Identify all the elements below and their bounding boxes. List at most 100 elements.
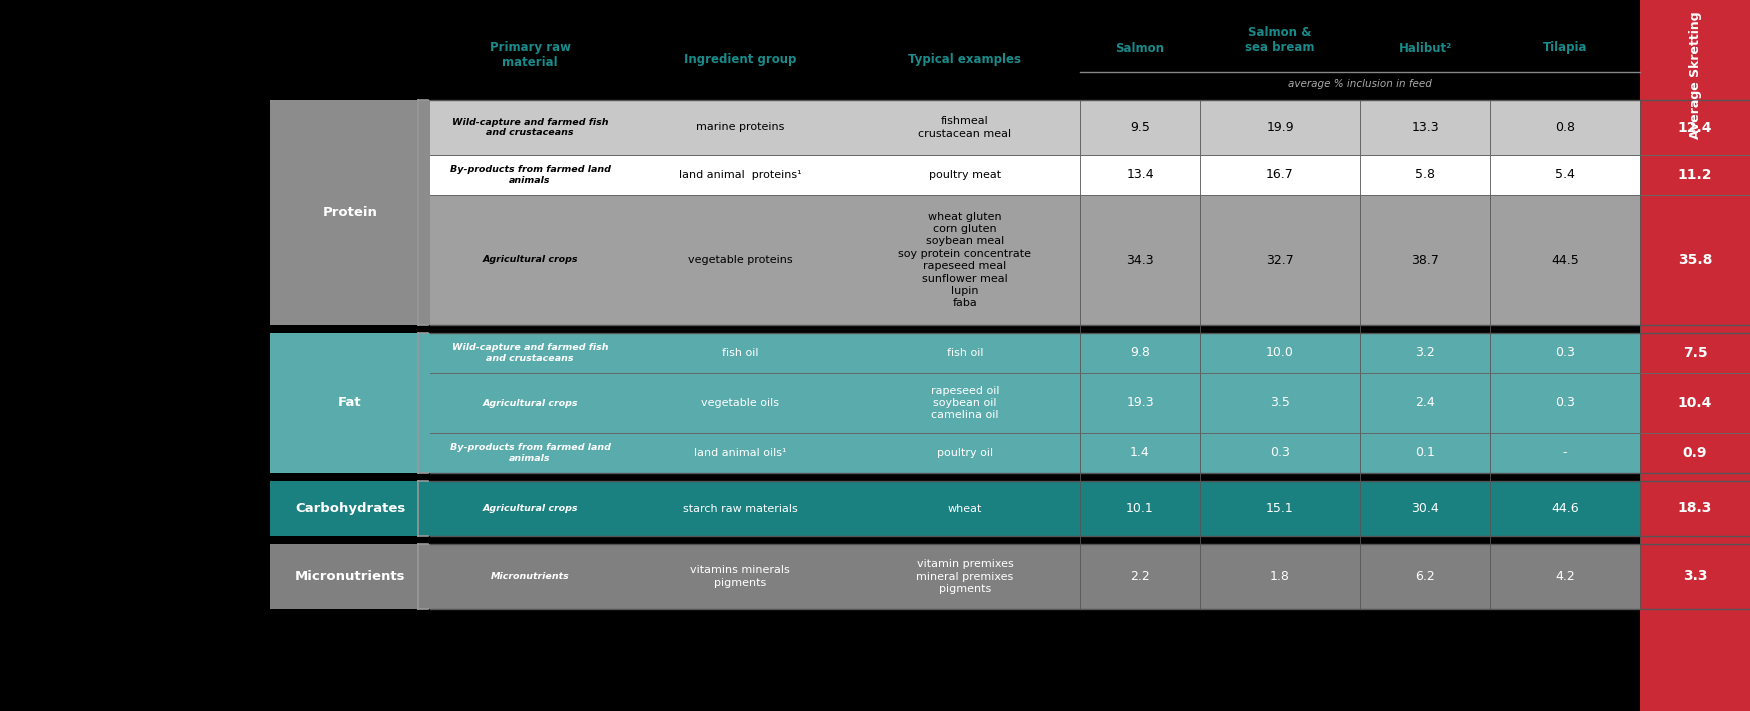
Text: 16.7: 16.7: [1267, 169, 1293, 181]
Bar: [850, 481, 1080, 536]
Bar: [1080, 100, 1200, 155]
Bar: [850, 433, 1080, 473]
Bar: [1489, 544, 1640, 609]
Text: poultry meat: poultry meat: [929, 170, 1001, 180]
Bar: [430, 481, 630, 536]
Bar: [630, 333, 850, 373]
Bar: [430, 100, 630, 155]
Bar: [1360, 155, 1489, 195]
Text: marine proteins: marine proteins: [696, 122, 784, 132]
Text: 44.6: 44.6: [1550, 502, 1578, 515]
Text: land animal oils¹: land animal oils¹: [693, 448, 786, 458]
Text: starch raw materials: starch raw materials: [682, 503, 798, 513]
Text: 9.8: 9.8: [1130, 346, 1150, 360]
Bar: [1360, 333, 1489, 373]
Bar: [1080, 433, 1200, 473]
Bar: [1360, 373, 1489, 433]
Bar: [1200, 100, 1360, 155]
Bar: [1640, 100, 1750, 155]
Bar: [630, 155, 850, 195]
Text: Salmon &
sea bream: Salmon & sea bream: [1246, 26, 1314, 54]
Text: By-products from farmed land
animals: By-products from farmed land animals: [450, 165, 611, 185]
Text: 9.5: 9.5: [1130, 121, 1150, 134]
Text: 6.2: 6.2: [1416, 570, 1435, 583]
Text: 3.3: 3.3: [1684, 570, 1708, 584]
Text: 15.1: 15.1: [1267, 502, 1293, 515]
Bar: [1489, 195, 1640, 325]
Text: 19.3: 19.3: [1127, 397, 1153, 410]
Text: wheat gluten
corn gluten
soybean meal
soy protein concentrate
rapeseed meal
sunf: wheat gluten corn gluten soybean meal so…: [898, 212, 1031, 309]
Text: 32.7: 32.7: [1267, 254, 1293, 267]
Bar: [1080, 333, 1200, 373]
Text: Protein: Protein: [322, 206, 378, 219]
Text: 4.2: 4.2: [1556, 570, 1575, 583]
Text: 1.4: 1.4: [1130, 447, 1150, 459]
Bar: [630, 195, 850, 325]
Text: 10.1: 10.1: [1127, 502, 1153, 515]
Bar: [430, 195, 630, 325]
Bar: [850, 373, 1080, 433]
Text: Wild-capture and farmed fish
and crustaceans: Wild-capture and farmed fish and crustac…: [452, 343, 609, 363]
Text: Halibut²: Halibut²: [1398, 41, 1452, 55]
Text: fish oil: fish oil: [947, 348, 984, 358]
Bar: [1200, 433, 1360, 473]
Bar: [270, 100, 430, 325]
Bar: [1080, 373, 1200, 433]
Bar: [630, 544, 850, 609]
Text: land animal  proteins¹: land animal proteins¹: [679, 170, 802, 180]
Bar: [630, 100, 850, 155]
Bar: [1200, 373, 1360, 433]
Bar: [1200, 333, 1360, 373]
Text: Fat: Fat: [338, 397, 362, 410]
Bar: [850, 544, 1080, 609]
Bar: [430, 333, 630, 373]
Text: Micronutrients: Micronutrients: [490, 572, 569, 581]
Text: fish oil: fish oil: [721, 348, 758, 358]
Bar: [1360, 433, 1489, 473]
Bar: [430, 155, 630, 195]
Bar: [1080, 155, 1200, 195]
Text: average % inclusion in feed: average % inclusion in feed: [1288, 79, 1432, 89]
Bar: [430, 433, 630, 473]
Bar: [270, 333, 430, 473]
Bar: [1640, 0, 1750, 711]
Text: Ingredient group: Ingredient group: [684, 53, 796, 67]
Text: 1.8: 1.8: [1270, 570, 1290, 583]
Text: rapeseed oil
soybean oil
camelina oil: rapeseed oil soybean oil camelina oil: [931, 385, 999, 420]
Bar: [1489, 100, 1640, 155]
Text: 0.1: 0.1: [1416, 447, 1435, 459]
Bar: [850, 195, 1080, 325]
Text: 10.4: 10.4: [1678, 396, 1712, 410]
Text: 3.2: 3.2: [1416, 346, 1435, 360]
Bar: [1080, 195, 1200, 325]
Text: Agricultural crops: Agricultural crops: [483, 504, 578, 513]
Bar: [1200, 481, 1360, 536]
Bar: [1489, 433, 1640, 473]
Text: vitamin premixes
mineral premixes
pigments: vitamin premixes mineral premixes pigmen…: [917, 559, 1013, 594]
Text: 7.5: 7.5: [1684, 346, 1708, 360]
Bar: [430, 544, 630, 609]
Text: 30.4: 30.4: [1410, 502, 1438, 515]
Bar: [1489, 155, 1640, 195]
Text: 18.3: 18.3: [1678, 501, 1712, 515]
Bar: [1640, 433, 1750, 473]
Bar: [1489, 481, 1640, 536]
Bar: [1640, 544, 1750, 609]
Text: fishmeal
crustacean meal: fishmeal crustacean meal: [919, 117, 1011, 139]
Bar: [1360, 100, 1489, 155]
Text: vitamins minerals
pigments: vitamins minerals pigments: [690, 565, 789, 588]
Text: 38.7: 38.7: [1410, 254, 1438, 267]
Text: poultry oil: poultry oil: [936, 448, 992, 458]
Bar: [1080, 481, 1200, 536]
Text: By-products from farmed land
animals: By-products from farmed land animals: [450, 443, 611, 463]
Bar: [1200, 195, 1360, 325]
Text: 11.2: 11.2: [1678, 168, 1712, 182]
Text: Tilapia: Tilapia: [1544, 41, 1587, 55]
Bar: [630, 481, 850, 536]
Text: Average Skretting: Average Skretting: [1689, 11, 1701, 139]
Bar: [1360, 481, 1489, 536]
Text: 3.5: 3.5: [1270, 397, 1290, 410]
Bar: [1200, 544, 1360, 609]
Bar: [1080, 544, 1200, 609]
Text: 0.8: 0.8: [1556, 121, 1575, 134]
